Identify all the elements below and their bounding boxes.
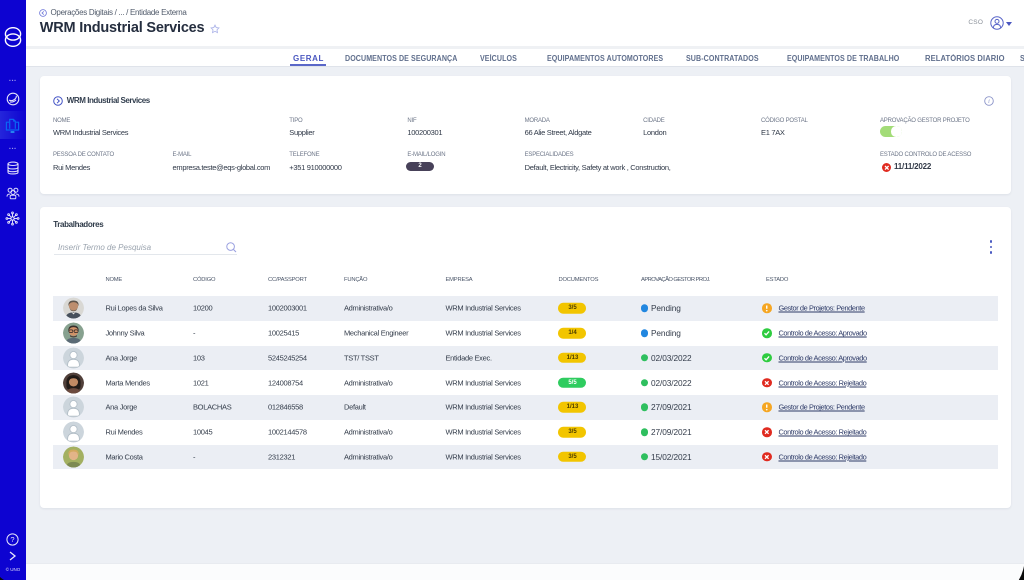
svg-text:?: ? <box>10 535 14 544</box>
svg-text:i: i <box>988 99 990 105</box>
